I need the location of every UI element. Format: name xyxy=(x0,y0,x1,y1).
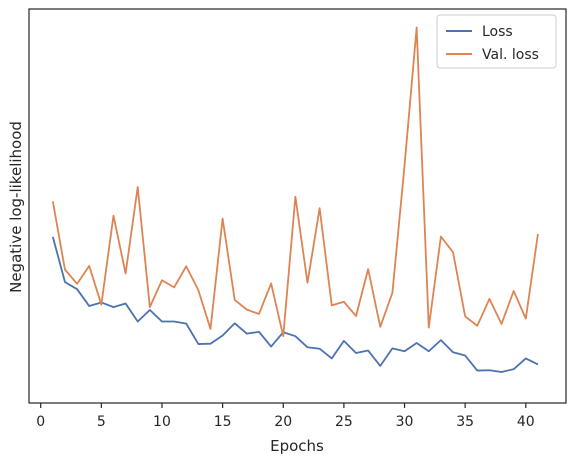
series-line-loss xyxy=(51,236,539,373)
x-tick-label: 40 xyxy=(517,414,535,430)
y-axis-label: Negative log-likelihood xyxy=(7,121,25,293)
x-tick-label: 30 xyxy=(396,414,414,430)
series-line-val-loss xyxy=(51,26,539,338)
x-axis-label: Epochs xyxy=(270,437,324,455)
x-tick-label: 20 xyxy=(274,414,292,430)
x-axis-ticks: 0 5 10 15 20 25 30 35 40 xyxy=(36,403,535,430)
legend-label-loss: Loss xyxy=(482,24,513,40)
x-tick-label: 35 xyxy=(456,414,474,430)
legend-label-val-loss: Val. loss xyxy=(482,47,539,63)
x-tick-label: 25 xyxy=(335,414,353,430)
x-tick-label: 10 xyxy=(153,414,171,430)
x-tick-label: 5 xyxy=(97,414,106,430)
x-tick-label: 0 xyxy=(36,414,45,430)
legend: Loss Val. loss xyxy=(436,14,557,69)
x-tick-label: 15 xyxy=(214,414,232,430)
series-layer xyxy=(51,26,539,373)
